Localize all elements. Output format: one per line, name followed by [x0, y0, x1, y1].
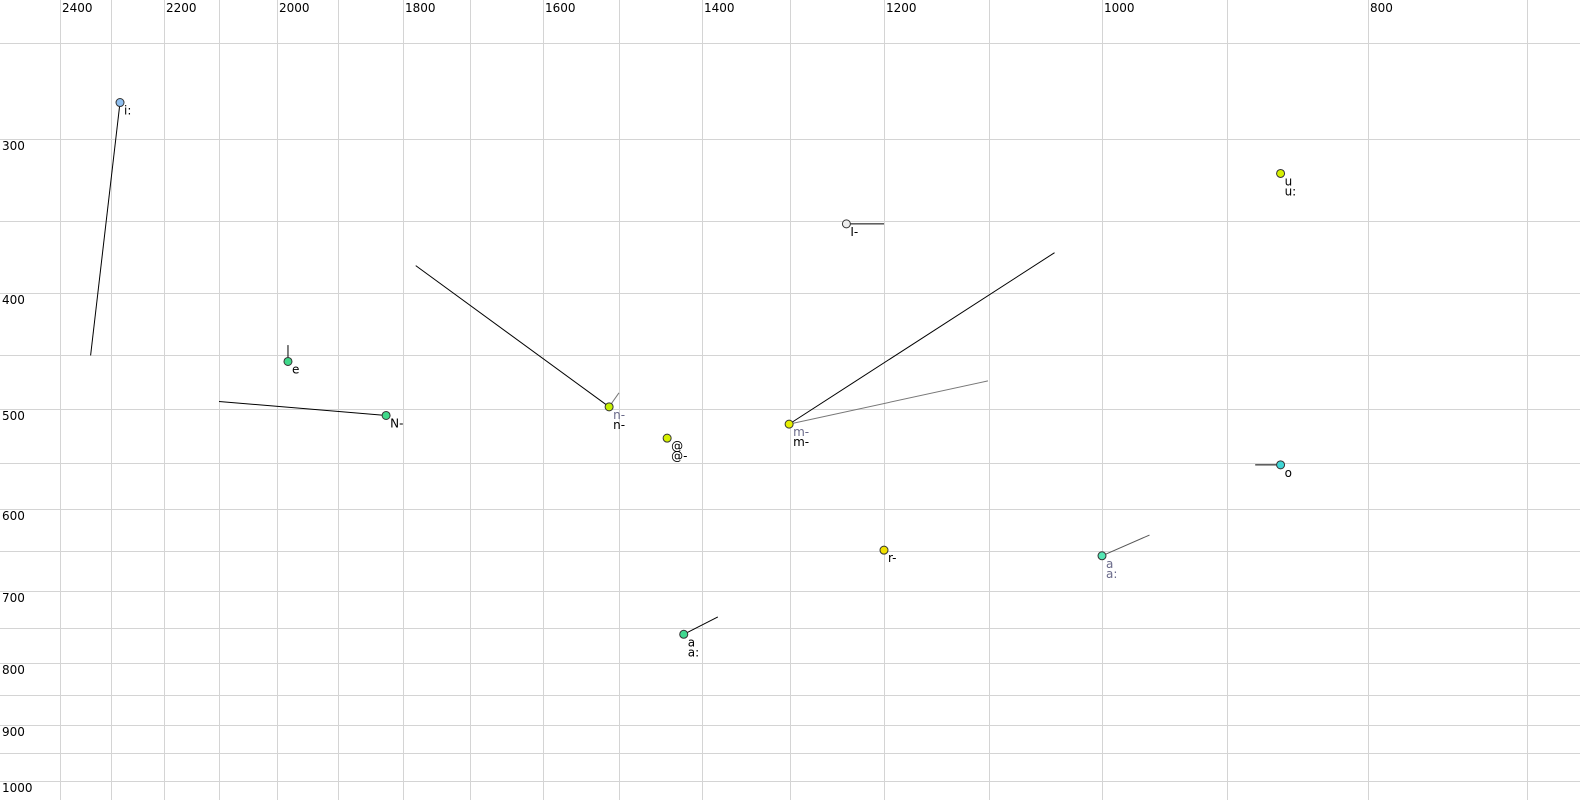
axis-ticks: 2400 2200 2000 1800 1600 1400 1200 1000 800 300 40… — [2, 1, 1393, 795]
x-tick-label: 2000 — [279, 1, 310, 15]
vowel-point-group: r- — [879, 545, 897, 565]
y-tick-label: 900 — [2, 725, 25, 739]
x-tick-label: 1200 — [886, 1, 917, 15]
y-tick-label: 700 — [2, 591, 25, 605]
vowel-label: a — [1106, 557, 1113, 571]
data-marks: i:eN-n-n-@@-m-m-I-uu:or-aa:aa: — [90, 98, 1297, 659]
vowel-point-group: e — [283, 345, 299, 376]
vowel-point — [662, 433, 672, 443]
vowel-point — [879, 545, 889, 555]
formant-trajectory-line — [788, 252, 1055, 425]
formant-trajectory-line — [789, 380, 989, 425]
vowel-point-group: n-n- — [415, 265, 625, 432]
x-tick-label: 2400 — [62, 1, 93, 15]
y-tick-label: 500 — [2, 409, 25, 423]
vowel-point — [841, 219, 851, 229]
vowel-label: @ — [671, 439, 683, 453]
formant-trajectory-line — [218, 400, 387, 416]
x-tick-label: 800 — [1370, 1, 1393, 15]
x-tick-label: 2200 — [166, 1, 197, 15]
y-tick-label: 1000 — [2, 781, 33, 795]
x-tick-label: 1000 — [1104, 1, 1135, 15]
x-tick-label: 1800 — [405, 1, 436, 15]
vowel-point — [679, 629, 689, 639]
vowel-label: @- — [671, 449, 687, 463]
formant-trajectory-line — [90, 102, 121, 356]
vowel-point — [1276, 460, 1286, 470]
vowel-label: u: — [1285, 184, 1297, 198]
vowel-label: e — [292, 362, 299, 376]
vowel-point — [1097, 551, 1107, 561]
vowel-point-group: i: — [90, 98, 131, 356]
formant-trajectory-line — [683, 616, 719, 635]
vowel-point-group: aa: — [1097, 534, 1150, 581]
y-tick-label: 400 — [2, 293, 25, 307]
vowel-label: i: — [124, 104, 131, 118]
vowel-label: n- — [613, 408, 625, 422]
vowel-label: r- — [888, 551, 897, 565]
vowel-label: u — [1285, 174, 1293, 188]
vowel-label: I- — [850, 225, 858, 239]
y-tick-label: 600 — [2, 509, 25, 523]
y-tick-label: 800 — [2, 663, 25, 677]
vowel-point — [115, 98, 125, 108]
vowel-point-group: aa: — [679, 616, 719, 659]
vowel-point-group: uu: — [1276, 168, 1297, 198]
vowel-label: m- — [793, 435, 809, 449]
vowel-point — [784, 419, 794, 429]
vowel-label: o — [1285, 466, 1292, 480]
y-tick-label: 300 — [2, 139, 25, 153]
vowel-label: N- — [390, 416, 403, 430]
formant-trajectory-line — [415, 265, 610, 408]
vowel-point-group: N- — [218, 400, 403, 430]
vowel-point-group: @@- — [662, 433, 687, 463]
vowel-label: a: — [1106, 567, 1117, 581]
vowel-label: a: — [688, 645, 699, 659]
x-tick-label: 1600 — [545, 1, 576, 15]
vowel-point — [1276, 168, 1286, 178]
vowel-label: a — [688, 635, 695, 649]
vowel-point-group: I- — [841, 219, 884, 239]
vowel-point — [604, 402, 614, 412]
vowel-label: n- — [613, 418, 625, 432]
vowel-point — [381, 410, 391, 420]
formant-trajectory-line — [1101, 534, 1150, 557]
x-tick-label: 1400 — [704, 1, 735, 15]
vowel-point-group: m-m- — [784, 252, 1055, 449]
vowel-label: m- — [793, 425, 809, 439]
vowel-point — [283, 356, 293, 366]
vowel-point-group: o — [1255, 460, 1292, 480]
